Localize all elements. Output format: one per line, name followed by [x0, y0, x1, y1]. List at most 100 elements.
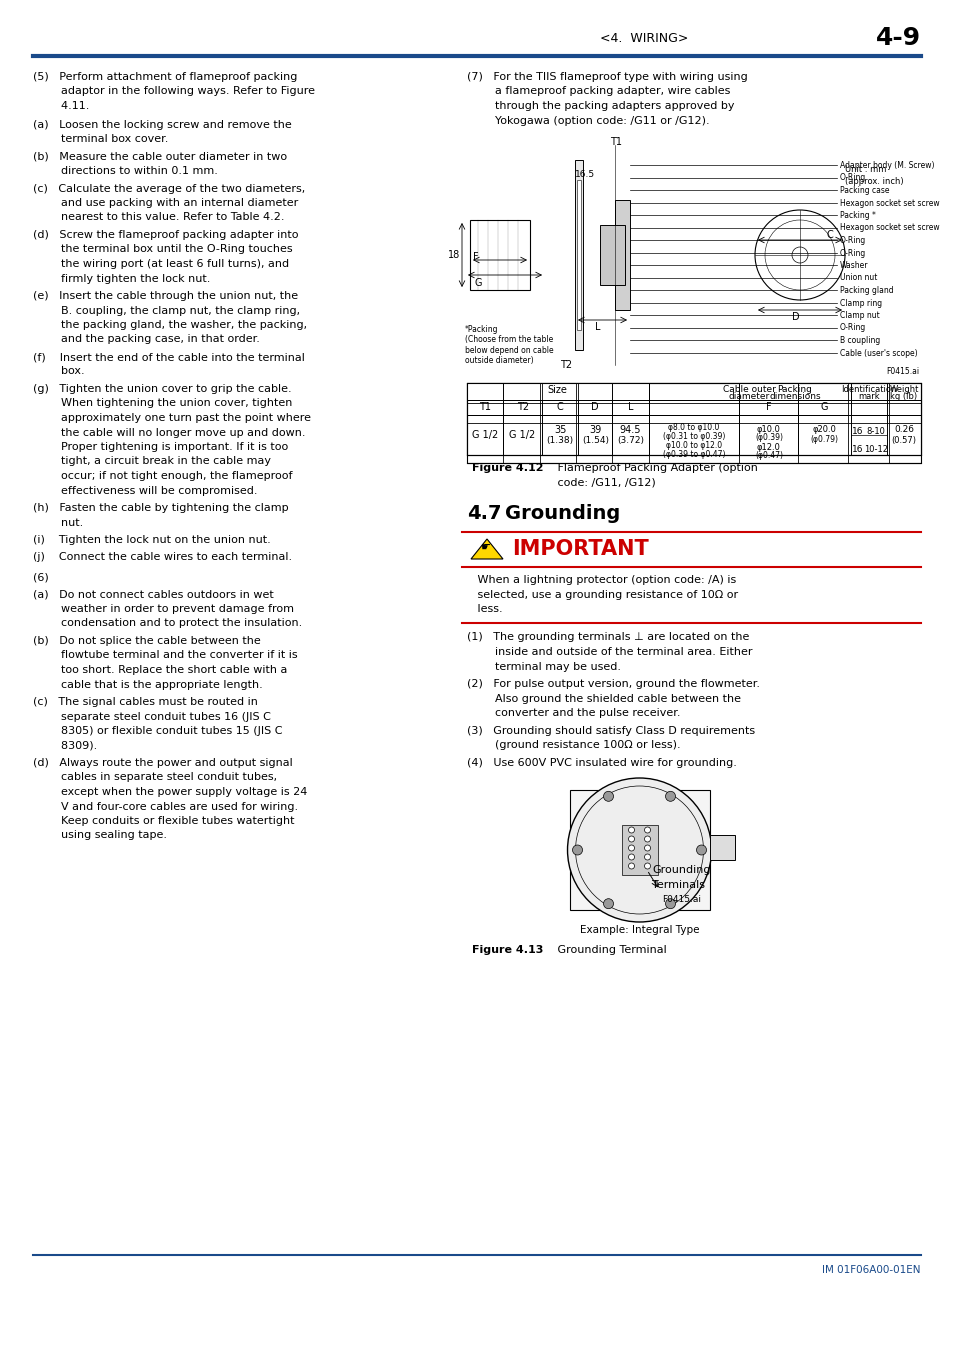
Text: 16: 16 [851, 427, 862, 436]
Text: Packing *: Packing * [840, 211, 875, 220]
Circle shape [628, 828, 634, 833]
Text: 8-10: 8-10 [865, 427, 884, 436]
Text: IMPORTANT: IMPORTANT [512, 539, 648, 559]
Text: Hexagon socket set screw: Hexagon socket set screw [840, 198, 939, 208]
Text: Cable (user's scope): Cable (user's scope) [840, 348, 917, 358]
Text: 8305) or flexible conduit tubes 15 (JIS C: 8305) or flexible conduit tubes 15 (JIS … [33, 726, 282, 736]
Text: O-Ring: O-Ring [840, 236, 865, 244]
Text: tight, a circuit break in the cable may: tight, a circuit break in the cable may [33, 456, 271, 467]
Circle shape [603, 791, 613, 802]
Text: effectiveness will be compromised.: effectiveness will be compromised. [33, 486, 257, 495]
Bar [569, 790, 709, 910]
Text: F: F [473, 252, 478, 262]
Text: <4.  WIRING>: <4. WIRING> [599, 31, 688, 45]
Text: Adapter body (M. Screw): Adapter body (M. Screw) [840, 161, 934, 170]
Circle shape [665, 791, 675, 802]
Text: *Packing
(Choose from the table
below depend on cable
outside diameter): *Packing (Choose from the table below de… [464, 325, 553, 366]
Text: O-Ring: O-Ring [840, 174, 865, 182]
Text: φ10.0: φ10.0 [756, 425, 780, 433]
Text: the packing gland, the washer, the packing,: the packing gland, the washer, the packi… [33, 320, 307, 329]
Text: (j)    Connect the cable wires to each terminal.: (j) Connect the cable wires to each term… [33, 552, 292, 563]
Text: Keep conduits or flexible tubes watertight: Keep conduits or flexible tubes watertig… [33, 815, 294, 826]
Bar [620, 825, 657, 875]
Text: Example: Integral Type: Example: Integral Type [579, 925, 699, 936]
Text: (b)   Do not splice the cable between the: (b) Do not splice the cable between the [33, 636, 260, 647]
Text: too short. Replace the short cable with a: too short. Replace the short cable with … [33, 666, 287, 675]
Text: L: L [595, 323, 599, 332]
Text: D: D [591, 402, 598, 412]
Text: (g)   Tighten the union cover to grip the cable.: (g) Tighten the union cover to grip the … [33, 383, 292, 394]
Text: L: L [627, 402, 633, 412]
Bar [709, 836, 734, 860]
Text: the terminal box until the O-Ring touches: the terminal box until the O-Ring touche… [33, 244, 293, 255]
Text: (7)   For the TIIS flameproof type with wiring using: (7) For the TIIS flameproof type with wi… [467, 72, 747, 82]
Text: dimensions: dimensions [768, 392, 820, 401]
Text: Hexagon socket set screw: Hexagon socket set screw [840, 224, 939, 232]
Text: the wiring port (at least 6 full turns), and: the wiring port (at least 6 full turns),… [33, 259, 289, 269]
Text: B. coupling, the clamp nut, the clamp ring,: B. coupling, the clamp nut, the clamp ri… [33, 305, 300, 316]
Text: cables in separate steel conduit tubes,: cables in separate steel conduit tubes, [33, 772, 276, 783]
Text: (f)    Insert the end of the cable into the terminal: (f) Insert the end of the cable into the… [33, 352, 305, 362]
Text: φ10.0 to φ12.0: φ10.0 to φ12.0 [665, 441, 721, 450]
Text: Clamp ring: Clamp ring [840, 298, 882, 308]
Bar [467, 383, 920, 463]
Text: Terminals: Terminals [651, 879, 704, 890]
Text: Unit : mm: Unit : mm [844, 165, 885, 174]
Text: using sealing tape.: using sealing tape. [33, 830, 167, 841]
Text: Clamp nut: Clamp nut [840, 310, 879, 320]
Text: 10-12: 10-12 [863, 446, 887, 454]
Circle shape [644, 863, 650, 869]
Text: When tightening the union cover, tighten: When tightening the union cover, tighten [33, 398, 292, 409]
Text: 8309).: 8309). [33, 741, 97, 751]
Text: code: /G11, /G12): code: /G11, /G12) [546, 478, 655, 487]
Text: (φ0.39 to φ0.47): (φ0.39 to φ0.47) [662, 450, 724, 459]
Text: except when the power supply voltage is 24: except when the power supply voltage is … [33, 787, 307, 796]
Text: Cable outer: Cable outer [722, 385, 775, 394]
Bar [577, 180, 580, 329]
Text: φ12.0: φ12.0 [756, 443, 780, 452]
Text: G 1/2: G 1/2 [509, 431, 536, 440]
Text: (3.72): (3.72) [617, 436, 643, 444]
Text: C: C [826, 230, 833, 240]
Bar [739, 383, 798, 400]
Text: 18: 18 [448, 250, 459, 261]
Text: (6): (6) [33, 572, 49, 583]
Text: O-Ring: O-Ring [840, 248, 865, 258]
Bar [467, 383, 920, 455]
Text: V and four-core cables are used for wiring.: V and four-core cables are used for wiri… [33, 802, 297, 811]
Text: (φ0.31 to φ0.39): (φ0.31 to φ0.39) [662, 432, 724, 441]
Text: (d)   Always route the power and output signal: (d) Always route the power and output si… [33, 757, 293, 768]
Text: Packing gland: Packing gland [840, 286, 893, 296]
Text: 39: 39 [589, 425, 600, 435]
Text: φ20.0: φ20.0 [812, 425, 836, 435]
Text: T2: T2 [559, 360, 572, 370]
Text: (φ0.47): (φ0.47) [754, 451, 782, 460]
Text: G: G [475, 278, 482, 288]
Text: nut.: nut. [33, 517, 83, 528]
Text: 4.7: 4.7 [467, 504, 501, 522]
Text: (2)   For pulse output version, ground the flowmeter.: (2) For pulse output version, ground the… [467, 679, 760, 688]
Text: 4.11.: 4.11. [33, 101, 90, 111]
Text: IM 01F06A00-01EN: IM 01F06A00-01EN [821, 1265, 920, 1274]
Text: and the packing case, in that order.: and the packing case, in that order. [33, 335, 259, 344]
Text: D: D [791, 312, 799, 323]
Text: Yokogawa (option code: /G11 or /G12).: Yokogawa (option code: /G11 or /G12). [467, 116, 709, 126]
Text: G: G [820, 402, 827, 412]
Circle shape [603, 899, 613, 909]
Text: Union nut: Union nut [840, 274, 877, 282]
Circle shape [628, 836, 634, 842]
Circle shape [644, 845, 650, 850]
Text: Proper tightening is important. If it is too: Proper tightening is important. If it is… [33, 441, 288, 452]
Text: (1.54): (1.54) [581, 436, 608, 444]
Text: Size: Size [547, 385, 567, 396]
Text: O-Ring: O-Ring [840, 324, 865, 332]
Circle shape [628, 863, 634, 869]
Circle shape [644, 855, 650, 860]
Text: a flameproof packing adapter, wire cables: a flameproof packing adapter, wire cable… [467, 86, 730, 96]
Circle shape [572, 845, 582, 855]
Circle shape [644, 836, 650, 842]
Text: (1)   The grounding terminals ⊥ are located on the: (1) The grounding terminals ⊥ are locate… [467, 633, 749, 643]
Text: diameter: diameter [728, 392, 769, 401]
Text: (c)   The signal cables must be routed in: (c) The signal cables must be routed in [33, 697, 257, 707]
Text: Grounding: Grounding [504, 504, 619, 522]
